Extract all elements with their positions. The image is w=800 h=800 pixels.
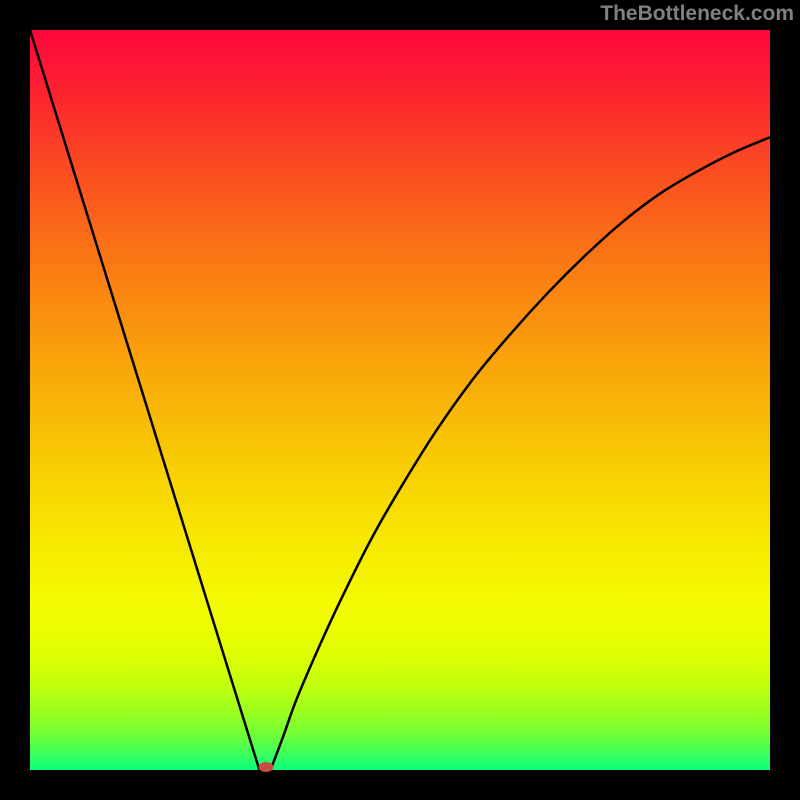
gradient-background (30, 30, 770, 770)
watermark-text: TheBottleneck.com (600, 2, 794, 26)
chart-container: TheBottleneck.com (0, 0, 800, 800)
plot-area (30, 30, 770, 770)
minimum-marker (259, 762, 274, 772)
